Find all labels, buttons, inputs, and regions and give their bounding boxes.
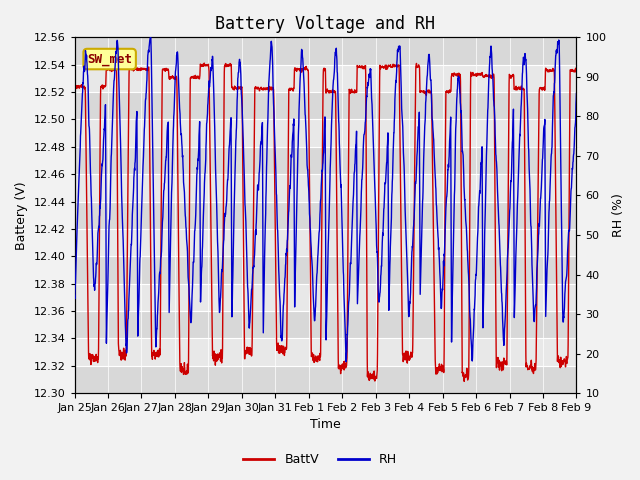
Bar <box>75 174 577 202</box>
Bar <box>75 65 577 92</box>
Text: SW_met: SW_met <box>87 52 132 66</box>
Bar <box>75 338 577 366</box>
Legend: BattV, RH: BattV, RH <box>238 448 402 471</box>
Bar <box>75 256 577 284</box>
Y-axis label: Battery (V): Battery (V) <box>15 181 28 250</box>
X-axis label: Time: Time <box>310 419 341 432</box>
Bar <box>75 92 577 120</box>
Bar <box>75 202 577 229</box>
Bar <box>75 284 577 311</box>
Bar <box>75 147 577 174</box>
Title: Battery Voltage and RH: Battery Voltage and RH <box>216 15 435 33</box>
Bar <box>75 311 577 338</box>
Y-axis label: RH (%): RH (%) <box>612 193 625 237</box>
Bar <box>75 120 577 147</box>
Bar <box>75 229 577 256</box>
Bar <box>75 366 577 393</box>
Bar <box>75 37 577 65</box>
